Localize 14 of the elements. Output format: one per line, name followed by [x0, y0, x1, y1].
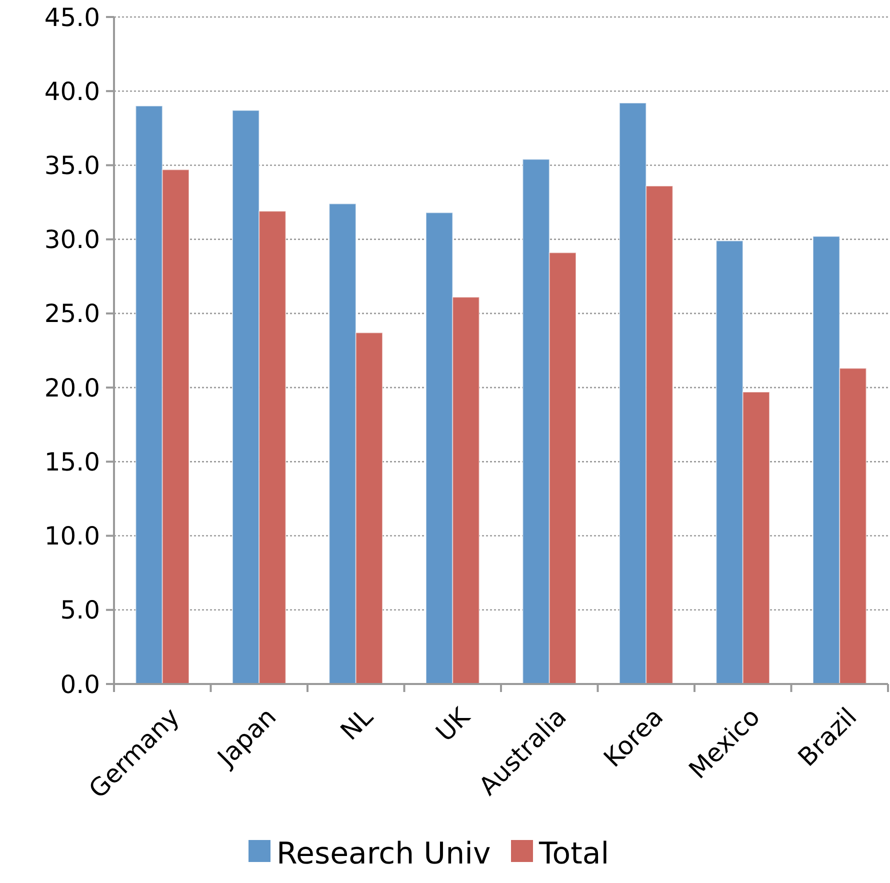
- legend-label: Total: [538, 836, 610, 872]
- legend-label: Research Univ: [276, 836, 491, 872]
- y-tick-label: 35.0: [44, 150, 100, 180]
- y-tick-label: 5.0: [60, 596, 100, 625]
- y-tick-label: 10.0: [44, 522, 100, 551]
- x-tick-label: NL: [334, 702, 379, 746]
- y-tick-label: 20.0: [44, 373, 100, 402]
- y-tick-label: 45.0: [44, 2, 100, 32]
- y-tick-label: 30.0: [44, 225, 100, 254]
- y-tick-label: 0.0: [60, 670, 100, 699]
- y-tick-label: 25.0: [44, 299, 100, 328]
- x-tick-label: UK: [430, 702, 476, 748]
- y-tick-label: 40.0: [44, 76, 100, 106]
- y-tick-label: 15.0: [44, 447, 100, 476]
